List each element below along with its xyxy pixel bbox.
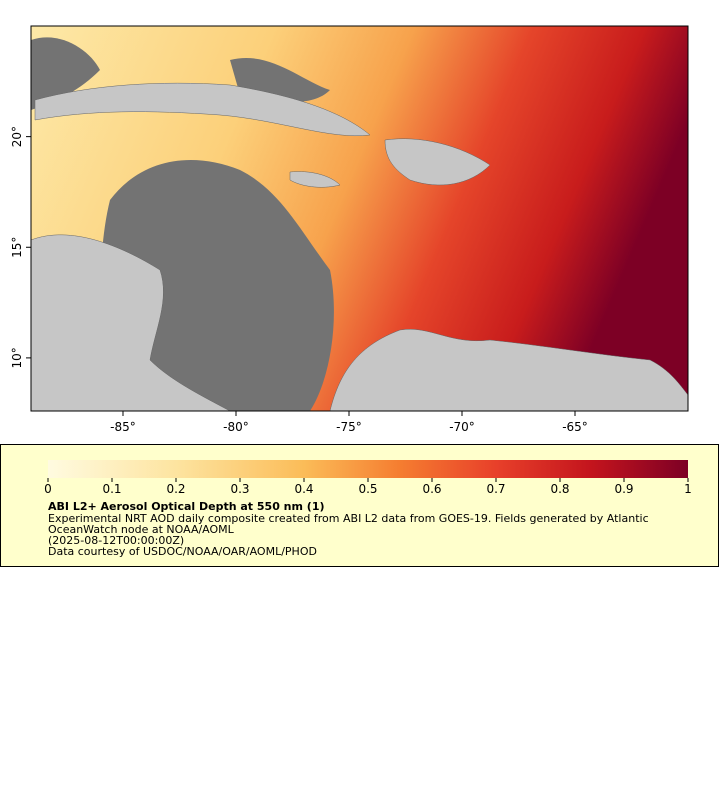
colorbar-tick-label: 1 bbox=[684, 482, 692, 496]
no-data-region bbox=[31, 37, 100, 111]
x-tick-label: -70° bbox=[449, 420, 475, 434]
colorbar-tick-label: 0.1 bbox=[102, 482, 121, 496]
land bbox=[289, 171, 341, 188]
legend-line: Data courtesy of USDOC/NOAA/OAR/AOML/PHO… bbox=[48, 545, 317, 558]
colorbar-tick-label: 0.7 bbox=[486, 482, 505, 496]
colorbar-tick-label: 0.8 bbox=[550, 482, 569, 496]
colorbar-tick-label: 0.3 bbox=[230, 482, 249, 496]
legend-line: Experimental NRT AOD daily composite cre… bbox=[48, 512, 649, 525]
legend-title: ABI L2+ Aerosol Optical Depth at 550 nm … bbox=[48, 500, 325, 513]
no-data-region bbox=[100, 160, 334, 411]
x-tick-label: -65° bbox=[562, 420, 588, 434]
land bbox=[384, 138, 491, 186]
colorbar bbox=[48, 460, 688, 478]
y-tick-label: 20° bbox=[10, 126, 24, 147]
colorbar-tick-label: 0.2 bbox=[166, 482, 185, 496]
colorbar-tick-label: 0.6 bbox=[422, 482, 441, 496]
y-tick-label: 10° bbox=[10, 347, 24, 368]
colorbar-tick-label: 0.5 bbox=[358, 482, 377, 496]
land bbox=[31, 234, 231, 411]
legend-line: OceanWatch node at NOAA/AOML bbox=[48, 523, 235, 536]
x-tick-label: -85° bbox=[110, 420, 136, 434]
legend-line: (2025-08-12T00:00:00Z) bbox=[48, 534, 184, 547]
y-tick-label: 15° bbox=[10, 237, 24, 258]
x-tick-label: -75° bbox=[336, 420, 362, 434]
colorbar-tick-label: 0.9 bbox=[614, 482, 633, 496]
colorbar-tick-label: 0 bbox=[44, 482, 52, 496]
colorbar-tick-label: 0.4 bbox=[294, 482, 313, 496]
land bbox=[329, 328, 688, 411]
land bbox=[34, 82, 371, 136]
map-area bbox=[31, 26, 688, 411]
x-tick-label: -80° bbox=[223, 420, 249, 434]
plot-frame bbox=[30, 25, 689, 412]
